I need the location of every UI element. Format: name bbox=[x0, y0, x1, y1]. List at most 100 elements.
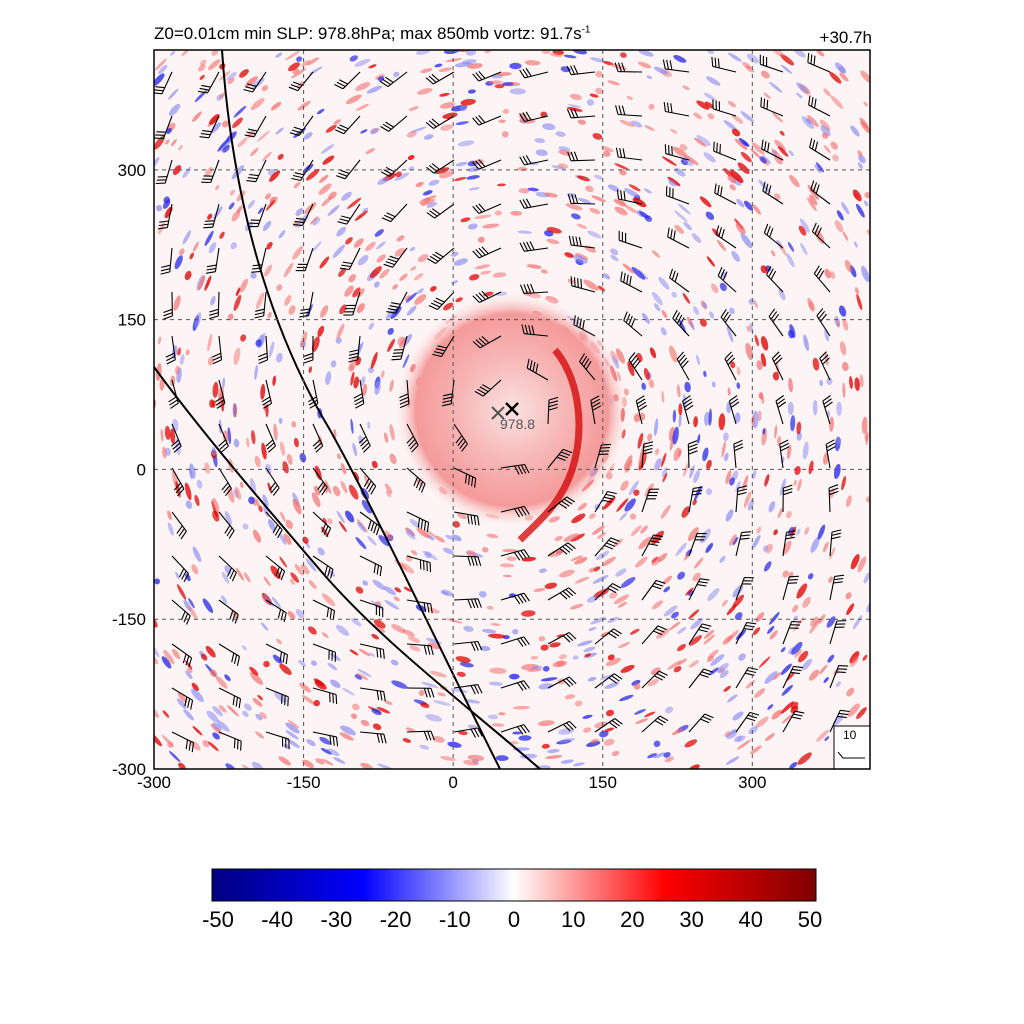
vorticity-cell bbox=[295, 208, 304, 216]
vorticity-cell bbox=[509, 673, 520, 680]
vorticity-cell bbox=[762, 155, 771, 164]
vorticity-cell bbox=[728, 307, 735, 315]
vorticity-cell bbox=[605, 709, 615, 717]
wind-barb bbox=[822, 395, 833, 425]
wind-barb bbox=[171, 467, 185, 497]
wind-barb bbox=[289, 115, 314, 137]
vorticity-cell bbox=[735, 481, 741, 493]
vorticity-cell bbox=[651, 556, 662, 566]
vorticity-cell bbox=[655, 448, 660, 456]
wind-barb bbox=[199, 115, 220, 139]
vorticity-cell bbox=[758, 656, 771, 668]
vorticity-cell bbox=[221, 399, 225, 412]
vorticity-cell bbox=[357, 521, 366, 533]
vorticity-cell bbox=[590, 738, 599, 744]
vorticity-cell bbox=[278, 532, 287, 545]
wind-barb bbox=[688, 486, 703, 513]
wind-barb bbox=[293, 203, 314, 227]
vorticity-cell bbox=[558, 569, 575, 578]
wind-barb bbox=[641, 534, 663, 557]
vorticity-cell bbox=[264, 264, 273, 277]
vorticity-cell bbox=[703, 370, 707, 378]
vorticity-cell bbox=[624, 188, 640, 198]
vorticity-cell bbox=[453, 177, 467, 181]
wind-barb bbox=[547, 632, 577, 645]
vorticity-cell bbox=[348, 274, 356, 283]
wind-barb bbox=[383, 247, 408, 268]
wind-barb bbox=[567, 151, 596, 162]
vorticity-cell bbox=[410, 126, 427, 133]
vorticity-cell bbox=[721, 599, 728, 607]
vorticity-cell bbox=[542, 123, 556, 131]
vorticity-cell bbox=[675, 542, 687, 557]
vorticity-cell bbox=[794, 649, 802, 658]
vorticity-cell bbox=[206, 710, 219, 723]
wind-barb bbox=[453, 467, 477, 488]
vorticity-cell bbox=[276, 638, 282, 645]
vorticity-cell bbox=[327, 518, 333, 525]
wind-barb bbox=[359, 687, 386, 702]
vorticity-cell bbox=[671, 728, 683, 736]
vorticity-cell bbox=[584, 653, 592, 657]
vorticity-cell bbox=[676, 384, 681, 398]
vorticity-cell bbox=[267, 482, 273, 494]
vorticity-cell bbox=[376, 241, 386, 250]
wind-barb bbox=[163, 291, 173, 320]
vorticity-cell bbox=[340, 462, 347, 475]
wind-barb bbox=[406, 687, 435, 698]
wind-barb bbox=[472, 159, 502, 170]
vorticity-cell bbox=[384, 432, 389, 443]
vorticity-cell bbox=[215, 675, 228, 689]
wind-barb bbox=[662, 59, 690, 73]
vorticity-cell bbox=[191, 682, 199, 691]
wind-barb bbox=[547, 676, 577, 689]
vorticity-cell bbox=[538, 568, 547, 573]
wind-barb bbox=[246, 159, 267, 183]
vorticity-cell bbox=[814, 164, 822, 174]
vorticity-cell bbox=[190, 740, 201, 751]
vorticity-cell bbox=[774, 193, 781, 201]
vorticity-cell bbox=[443, 302, 454, 311]
vorticity-cell bbox=[850, 554, 860, 570]
vorticity-cell bbox=[360, 376, 366, 387]
vorticity-cell bbox=[723, 120, 737, 131]
vorticity-cell bbox=[458, 50, 473, 52]
vorticity-cell bbox=[154, 578, 161, 585]
vorticity-cell bbox=[411, 550, 418, 556]
vorticity-cell bbox=[822, 541, 829, 553]
vorticity-cell bbox=[270, 565, 281, 579]
vorticity-cell bbox=[537, 720, 555, 727]
vorticity-cell bbox=[165, 139, 170, 145]
vorticity-cell bbox=[294, 564, 304, 576]
vorticity-cell bbox=[852, 189, 862, 202]
vorticity-cell bbox=[215, 185, 220, 191]
wind-barb bbox=[171, 731, 195, 753]
vorticity-cell bbox=[240, 334, 247, 342]
vorticity-cell bbox=[322, 517, 328, 524]
wind-barb bbox=[712, 99, 737, 117]
vorticity-cell bbox=[771, 50, 784, 57]
wind-barb bbox=[171, 687, 194, 710]
vorticity-cell bbox=[330, 679, 341, 688]
vorticity-cell bbox=[705, 211, 715, 220]
vorticity-cell bbox=[604, 682, 620, 689]
vorticity-cell bbox=[321, 632, 329, 638]
vorticity-cell bbox=[518, 188, 530, 194]
vorticity-cell bbox=[396, 235, 405, 242]
vorticity-cell bbox=[812, 357, 820, 371]
vorticity-cell bbox=[740, 111, 755, 123]
vorticity-cell bbox=[296, 56, 303, 62]
vorticity-cell bbox=[311, 492, 321, 508]
vorticity-cell bbox=[677, 571, 686, 580]
vorticity-cell bbox=[350, 371, 355, 386]
vorticity-cell bbox=[424, 551, 432, 559]
vorticity-cell bbox=[727, 100, 736, 108]
vorticity-cell bbox=[279, 556, 288, 568]
vorticity-cell bbox=[732, 594, 745, 608]
wind-barb bbox=[810, 180, 831, 205]
vorticity-cell bbox=[488, 681, 503, 686]
vorticity-cell bbox=[688, 609, 700, 619]
vorticity-cell bbox=[204, 275, 212, 291]
vorticity-cell bbox=[719, 670, 729, 679]
vorticity-cell bbox=[455, 656, 471, 663]
